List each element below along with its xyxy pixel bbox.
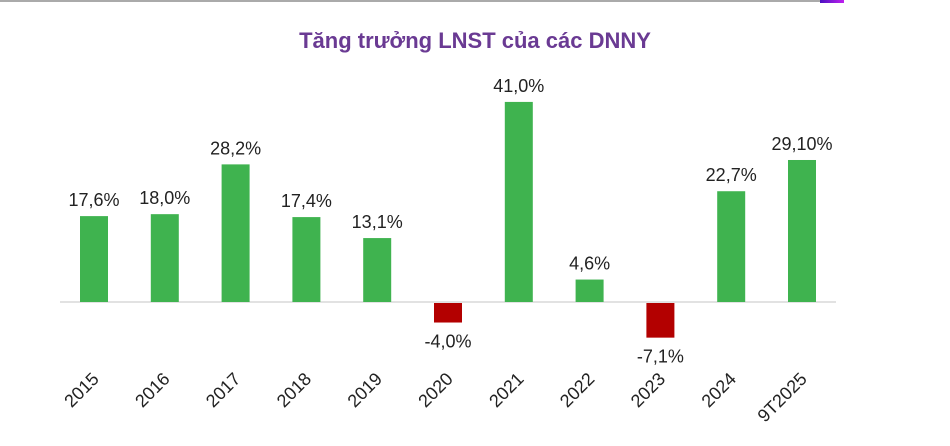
accent-mark bbox=[820, 0, 844, 3]
top-divider bbox=[0, 0, 820, 2]
x-tick-label: 2021 bbox=[485, 369, 527, 411]
bar-9T2025 bbox=[788, 159, 816, 302]
x-tick-label: 2022 bbox=[556, 369, 598, 411]
data-label: 13,1% bbox=[352, 212, 403, 232]
x-tick-label: 2019 bbox=[344, 369, 386, 411]
x-tick-label: 2020 bbox=[414, 369, 456, 411]
x-tick-label: 9T2025 bbox=[754, 369, 811, 426]
data-label: 22,7% bbox=[706, 165, 757, 185]
data-label: 29,10% bbox=[771, 134, 832, 154]
data-label: 41,0% bbox=[493, 76, 544, 96]
data-label: 18,0% bbox=[139, 188, 190, 208]
x-tick-label: 2023 bbox=[627, 369, 669, 411]
data-label: -4,0% bbox=[424, 332, 471, 352]
bar-2018 bbox=[292, 217, 321, 302]
chart-title: Tăng trưởng LNST của các DNNY bbox=[299, 28, 651, 53]
bar-2016 bbox=[150, 214, 179, 302]
data-label: -7,1% bbox=[637, 347, 684, 367]
bar-2020 bbox=[434, 303, 462, 323]
bar-2019 bbox=[363, 238, 392, 302]
x-tick-label: 2018 bbox=[273, 369, 315, 411]
bar-2021 bbox=[504, 101, 533, 302]
bar-2015 bbox=[80, 216, 108, 302]
data-label: 4,6% bbox=[569, 254, 610, 274]
x-tick-label: 2017 bbox=[202, 369, 244, 411]
bar-2022 bbox=[575, 279, 604, 302]
x-tick-label: 2015 bbox=[60, 369, 102, 411]
x-tick-label: 2016 bbox=[131, 369, 173, 411]
bar-2023 bbox=[646, 303, 675, 338]
data-label: 17,4% bbox=[281, 191, 332, 211]
x-tick-label: 2024 bbox=[698, 369, 740, 411]
bar-2024 bbox=[717, 191, 746, 302]
bar-2017 bbox=[221, 164, 250, 302]
data-label: 28,2% bbox=[210, 138, 261, 158]
data-label: 17,6% bbox=[68, 190, 119, 210]
